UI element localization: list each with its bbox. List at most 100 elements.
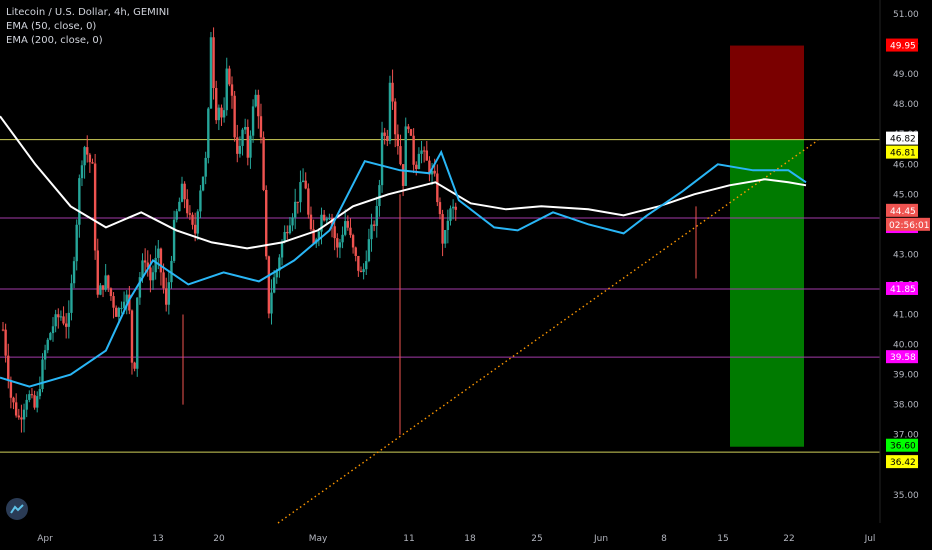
candle-body xyxy=(9,380,13,398)
y-tick-label: 46.00 xyxy=(893,160,919,170)
candle-body xyxy=(62,316,65,324)
candle-body xyxy=(449,208,452,221)
candle-body xyxy=(296,201,300,203)
candle-body xyxy=(343,221,347,235)
candle-body xyxy=(209,37,213,109)
candle-body xyxy=(204,157,207,177)
candle-body xyxy=(36,396,39,408)
candle-body xyxy=(114,307,118,317)
candle-body xyxy=(372,224,376,226)
candle-body xyxy=(233,95,236,138)
price-tag xyxy=(886,145,918,159)
candle-body xyxy=(154,257,157,273)
candle-body xyxy=(444,229,447,244)
candle-body xyxy=(436,173,439,203)
candle-body xyxy=(249,135,252,158)
candle-body xyxy=(201,176,205,191)
candle-body xyxy=(93,163,97,251)
stop-loss-zone xyxy=(730,45,804,140)
symbol-title[interactable]: Litecoin / U.S. Dollar, 4h, GEMINI xyxy=(6,7,170,18)
price-tag-label: 36.60 xyxy=(890,442,916,452)
candle-body xyxy=(186,199,189,214)
candle-body xyxy=(370,224,373,240)
candle-body xyxy=(391,82,394,102)
candle-body xyxy=(278,257,281,271)
candle-body xyxy=(167,282,171,305)
candle-body xyxy=(122,301,126,308)
candle-body xyxy=(96,250,99,295)
candle-body xyxy=(54,314,57,327)
price-tag xyxy=(886,131,918,145)
candle-body xyxy=(322,214,326,221)
candle-body xyxy=(441,214,444,244)
candle-body xyxy=(149,267,152,281)
candle-body xyxy=(304,180,307,189)
x-tick-label: 20 xyxy=(213,534,225,544)
candle-body xyxy=(83,147,86,166)
candle-body xyxy=(225,68,228,111)
candle-body xyxy=(365,261,368,270)
x-tick-label: 15 xyxy=(717,534,728,544)
candle-body xyxy=(428,160,431,175)
candle-body xyxy=(207,108,210,158)
candle-body xyxy=(199,190,202,212)
candle-body xyxy=(107,275,110,289)
candle-body xyxy=(404,126,407,186)
candle-body xyxy=(438,202,442,215)
price-tag-label: 36.42 xyxy=(890,458,916,468)
candle-body xyxy=(349,227,352,236)
candle-body xyxy=(57,314,60,318)
candle-body xyxy=(51,326,55,334)
x-tick-label: Jun xyxy=(593,534,608,544)
candle-body xyxy=(272,277,276,293)
candle-body xyxy=(425,150,428,161)
candle-body xyxy=(125,294,128,302)
candle-body xyxy=(1,329,5,331)
candle-body xyxy=(293,201,297,218)
candle-body xyxy=(259,116,263,138)
candle-body xyxy=(399,146,402,165)
candle-body xyxy=(141,260,144,278)
candle-body xyxy=(354,247,357,256)
candle-body xyxy=(265,189,268,257)
candle-body xyxy=(46,339,49,351)
price-tag xyxy=(886,438,918,452)
candle-body xyxy=(312,229,315,244)
tradingview-logo-icon[interactable] xyxy=(6,498,28,520)
price-tag xyxy=(886,455,918,469)
y-tick-label: 37.00 xyxy=(893,431,919,441)
ema50-legend[interactable]: EMA (50, close, 0) xyxy=(6,21,97,32)
candle-body xyxy=(133,362,136,369)
candle-body xyxy=(328,218,331,220)
candle-body xyxy=(378,185,381,207)
price-tag-label: 46.81 xyxy=(890,149,916,159)
candle-body xyxy=(422,150,426,152)
candle-body xyxy=(104,275,107,290)
candle-body xyxy=(454,206,457,210)
take-profit-zone xyxy=(730,139,804,447)
candle-body xyxy=(183,183,186,200)
candle-body xyxy=(72,261,76,284)
candle-body xyxy=(136,297,139,369)
candle-body xyxy=(172,219,176,261)
candle-body xyxy=(236,137,239,154)
y-tick-label: 35.00 xyxy=(893,491,919,501)
candle-body xyxy=(28,394,31,400)
ema200-legend[interactable]: EMA (200, close, 0) xyxy=(6,35,103,46)
candle-body xyxy=(25,399,28,410)
candle-body xyxy=(159,248,163,273)
candle-body xyxy=(101,285,105,290)
candle-body xyxy=(433,170,436,174)
candle-body xyxy=(309,214,313,230)
x-tick-label: Apr xyxy=(37,534,53,544)
candle-body xyxy=(75,224,78,262)
y-tick-label: 40.00 xyxy=(893,341,919,351)
y-tick-label: 39.00 xyxy=(893,371,919,381)
candle-body xyxy=(138,277,142,298)
candle-body xyxy=(301,180,305,183)
candle-body xyxy=(375,206,378,226)
candle-body xyxy=(280,242,284,258)
candle-body xyxy=(212,37,215,89)
candle-body xyxy=(409,129,413,136)
